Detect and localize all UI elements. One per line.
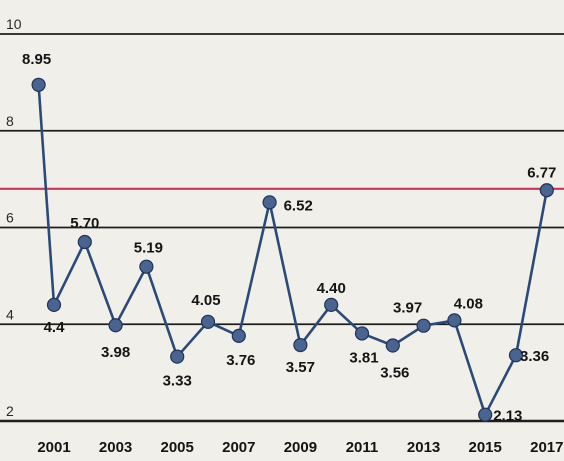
grid-layer (0, 33, 564, 423)
data-label-13: 3.97 (393, 300, 422, 317)
data-label-1: 4.4 (44, 319, 66, 336)
data-point-12 (385, 338, 400, 353)
series-line (37, 83, 549, 417)
y-tick-label-2: 2 (6, 403, 14, 419)
data-point-2 (77, 234, 92, 250)
data-point-17 (539, 183, 554, 198)
data-point-7 (231, 328, 246, 343)
data-point-3 (108, 318, 123, 333)
data-point-1 (46, 297, 62, 312)
data-label-7: 3.76 (226, 352, 255, 369)
data-point-5 (170, 349, 185, 364)
data-label-10: 4.40 (317, 280, 346, 297)
x-tick-label-2013: 2013 (407, 439, 440, 456)
data-point-11 (354, 326, 370, 341)
data-label-17: 6.77 (527, 164, 556, 181)
data-point-10 (324, 297, 339, 312)
data-label-5: 3.33 (163, 373, 192, 390)
y-tick-label-4: 4 (6, 306, 14, 322)
y-tick-label-10: 10 (6, 16, 22, 32)
x-tick-label-2007: 2007 (222, 439, 255, 456)
data-point-9 (293, 337, 308, 353)
data-label-11: 3.81 (349, 349, 378, 366)
x-tick-label-2011: 2011 (346, 439, 379, 456)
y-tick-label-6: 6 (6, 210, 14, 226)
y-axis-ticks: 2 4 6 8 10 (6, 16, 22, 419)
data-point-8 (262, 195, 277, 210)
data-label-4: 5.19 (134, 240, 163, 257)
data-label-9: 3.57 (286, 359, 315, 376)
x-axis-ticks: 2001 2003 2005 2007 2009 2011 2013 2015 2017 (37, 439, 563, 456)
data-point-6 (200, 314, 216, 329)
data-label-3: 3.98 (101, 344, 130, 361)
data-label-2: 5.70 (70, 215, 99, 232)
data-point-15 (478, 407, 493, 422)
data-label-0: 8.95 (22, 51, 51, 68)
y-tick-label-8: 8 (6, 113, 14, 129)
data-points (31, 77, 554, 422)
data-labels: 8.95 4.4 5.70 3.98 5.19 3.33 4.05 3.76 6.52 3.57 4… (22, 51, 556, 425)
series-line-layer (37, 83, 549, 417)
data-point-13 (416, 318, 431, 333)
data-point-4 (139, 259, 154, 274)
x-tick-label-2009: 2009 (284, 439, 317, 456)
data-label-8: 6.52 (284, 197, 313, 214)
x-tick-label-2017: 2017 (530, 439, 563, 456)
x-tick-label-2003: 2003 (99, 439, 132, 456)
data-point-14 (447, 313, 462, 328)
data-label-12: 3.56 (380, 365, 409, 382)
x-tick-label-2001: 2001 (37, 439, 70, 456)
data-label-6: 4.05 (191, 292, 220, 309)
data-label-16: 3.36 (520, 348, 549, 365)
data-label-15: 2.13 (493, 408, 522, 425)
data-point-16 (508, 348, 524, 363)
x-tick-label-2015: 2015 (469, 439, 502, 456)
x-tick-label-2005: 2005 (161, 439, 194, 456)
data-label-14: 4.08 (454, 295, 483, 312)
data-point-0 (31, 77, 46, 92)
